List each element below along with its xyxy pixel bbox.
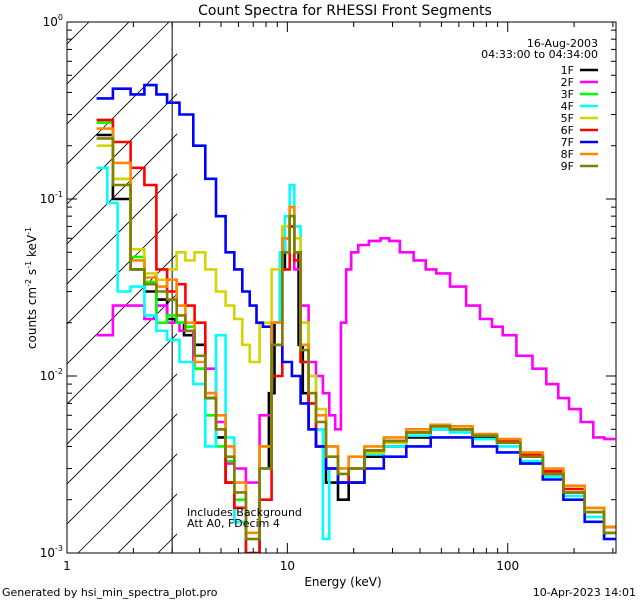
y-tick-label: 10-3 <box>40 544 63 560</box>
hatch-line <box>67 93 177 205</box>
x-axis-label: Energy (keV) <box>304 575 381 589</box>
legend-label-3F: 3F <box>561 88 574 101</box>
y-tick-label: 100 <box>43 13 63 29</box>
legend-label-6F: 6F <box>561 124 574 137</box>
x-tick-labels: 1 10 100 <box>63 559 519 573</box>
time-range-label: 04:33:00 to 04:34:00 <box>481 48 598 61</box>
series-line-8F <box>96 127 616 535</box>
legend-label-2F: 2F <box>561 76 574 89</box>
x-tick-label: 100 <box>496 559 519 573</box>
hatch-line <box>598 22 640 553</box>
series-line-1F <box>96 133 616 553</box>
hatch-line <box>67 22 170 125</box>
y-axis-label-exp2: -1 <box>24 261 33 269</box>
hatch-line <box>358 22 640 553</box>
axis-ticks <box>66 21 616 554</box>
hatch-line <box>67 413 177 525</box>
hatch-line <box>318 22 640 553</box>
legend-label-1F: 1F <box>561 64 574 77</box>
series-line-3F <box>96 121 616 541</box>
legend-label-7F: 7F <box>561 136 574 149</box>
hatch-line <box>67 22 90 45</box>
series-line-4F <box>96 166 616 553</box>
y-axis-label-base: counts cm <box>25 287 39 349</box>
y-axis-label: counts cm-2 s-1 keV-1 <box>24 227 39 349</box>
y-axis-label-mid1: s <box>25 269 39 279</box>
y-axis-label-exp3: -1 <box>24 227 33 235</box>
y-tick-label: 10-1 <box>40 190 63 206</box>
hatch-line <box>67 22 130 85</box>
y-tick-label: 10-2 <box>40 367 63 383</box>
series-line-2F <box>96 225 616 484</box>
y-axis-label-mid2: keV <box>25 234 39 261</box>
y-axis-label-exp1: -2 <box>24 279 33 287</box>
series-line-7F <box>96 83 616 541</box>
hatch-line <box>67 373 177 485</box>
plot-frame <box>66 21 617 554</box>
hatch-line <box>67 333 177 445</box>
legend-label-5F: 5F <box>561 112 574 125</box>
hatch-line <box>398 22 640 553</box>
legend-label-4F: 4F <box>561 100 574 113</box>
hatch-line <box>518 22 640 553</box>
x-tick-label: 1 <box>63 559 71 573</box>
series-line-9F <box>96 137 616 541</box>
hatch-line <box>438 22 640 553</box>
annotation-attenuator: Att A0, FDecim 4 <box>187 517 280 530</box>
footer-generated-by: Generated by hsi_min_spectra_plot.pro <box>2 586 218 599</box>
x-tick-label: 10 <box>280 559 295 573</box>
y-tick-labels: 10-3 10-2 10-1 100 <box>40 13 63 560</box>
hatch-line <box>67 213 177 325</box>
hatch-line <box>77 453 177 553</box>
legend-label-8F: 8F <box>561 148 574 161</box>
hatch-line <box>67 53 177 165</box>
series-layer <box>96 83 616 553</box>
legend-label-9F: 9F <box>561 160 574 173</box>
annotation-background: Includes Background <box>187 506 302 519</box>
footer-timestamp: 10-Apr-2023 14:01 <box>533 586 636 599</box>
date-label: 16-Aug-2003 <box>527 37 598 50</box>
chart-title: Count Spectra for RHESSI Front Segments <box>198 3 492 19</box>
